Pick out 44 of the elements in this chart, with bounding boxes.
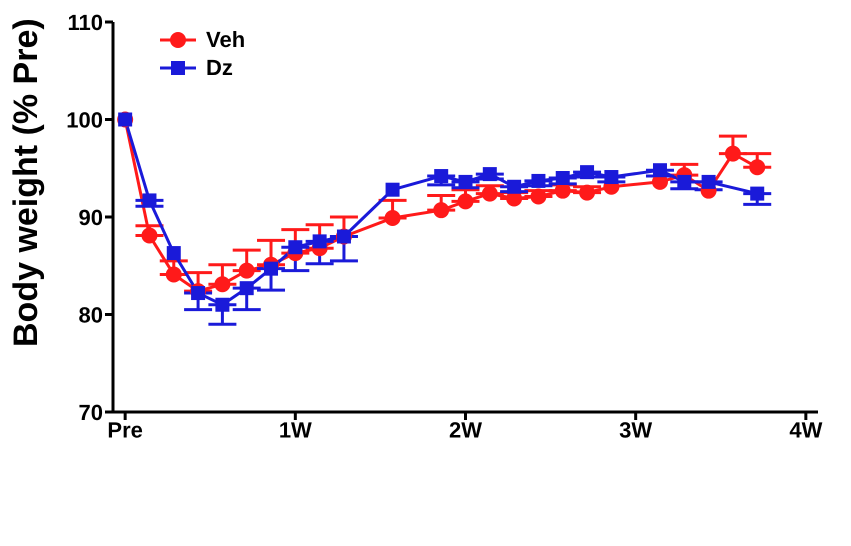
y-tick-label: 80 bbox=[78, 302, 103, 328]
y-tick-label: 100 bbox=[66, 107, 103, 132]
y-tick-label: 110 bbox=[68, 10, 103, 35]
point bbox=[384, 210, 401, 226]
x-tick-label: 4W bbox=[789, 418, 823, 443]
point bbox=[652, 163, 667, 178]
point bbox=[702, 174, 716, 189]
point bbox=[580, 165, 594, 180]
x-tick-label: Pre bbox=[107, 418, 143, 443]
x-tick-label: 1W bbox=[278, 418, 312, 443]
point bbox=[458, 193, 474, 210]
point bbox=[288, 240, 302, 254]
point bbox=[214, 276, 230, 292]
point bbox=[312, 234, 327, 248]
point bbox=[166, 246, 181, 260]
y-tick-label: 70 bbox=[78, 400, 103, 425]
point bbox=[579, 184, 596, 201]
y-axis-title: Body weight (% Pre) bbox=[7, 18, 46, 347]
point bbox=[724, 146, 741, 162]
point bbox=[166, 266, 182, 283]
point bbox=[386, 182, 400, 197]
point bbox=[530, 188, 546, 205]
point bbox=[434, 169, 448, 184]
point bbox=[556, 171, 570, 185]
point bbox=[482, 186, 498, 202]
point bbox=[677, 174, 692, 189]
point bbox=[191, 286, 206, 300]
x-tick-label: 3W bbox=[619, 418, 652, 443]
point bbox=[604, 170, 618, 184]
point bbox=[507, 180, 522, 194]
y-tick-label: 90 bbox=[78, 204, 103, 230]
x-tick-label: 2W bbox=[449, 418, 482, 443]
legend-label: Dz bbox=[206, 55, 233, 81]
point bbox=[141, 228, 158, 244]
point bbox=[749, 159, 766, 176]
point bbox=[531, 174, 546, 188]
point bbox=[433, 202, 450, 218]
point bbox=[238, 262, 255, 279]
point bbox=[750, 186, 764, 201]
legend-label: Veh bbox=[206, 27, 246, 53]
point bbox=[482, 167, 497, 182]
point bbox=[264, 262, 278, 276]
point bbox=[215, 298, 230, 312]
point bbox=[240, 281, 254, 296]
